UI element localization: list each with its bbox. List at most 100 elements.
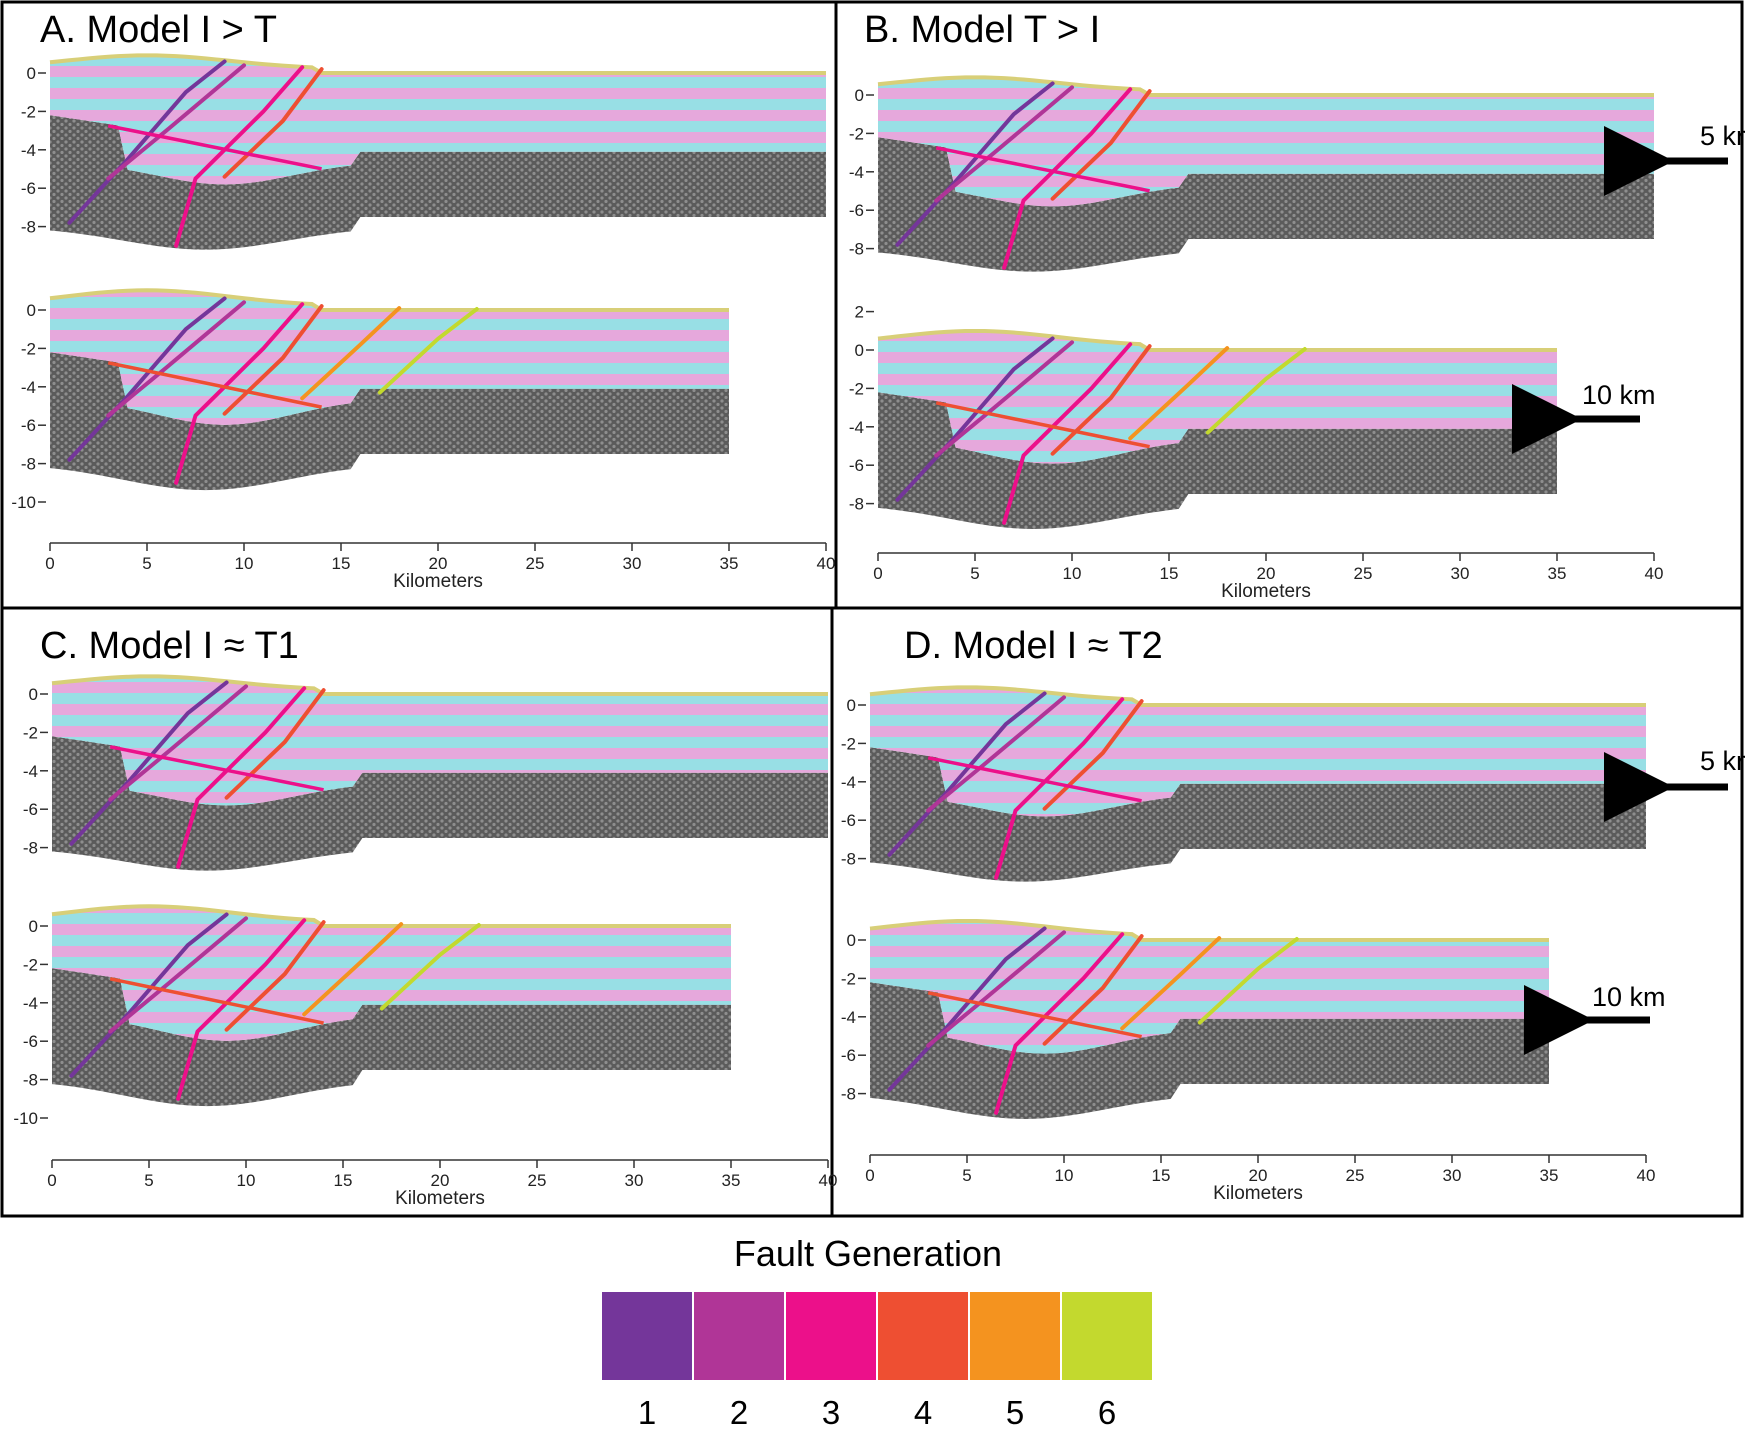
basement-layer bbox=[878, 392, 1557, 529]
x-tick-label: 30 bbox=[1451, 564, 1470, 583]
fault-generation-4 bbox=[222, 67, 324, 179]
y-tick-label: -4 bbox=[849, 418, 864, 437]
x-axis-label: Kilometers bbox=[1221, 581, 1311, 602]
y-tick-label: -4 bbox=[23, 994, 38, 1013]
detachment-fault bbox=[935, 401, 1150, 449]
x-tick-label: 0 bbox=[47, 1171, 56, 1190]
faults bbox=[69, 680, 326, 869]
faults bbox=[67, 296, 479, 485]
x-tick-label: 25 bbox=[528, 1171, 547, 1190]
x-tick-label: 20 bbox=[431, 1171, 450, 1190]
x-tick-label: 25 bbox=[1354, 564, 1373, 583]
fault-generation-2 bbox=[926, 930, 1066, 1048]
y-tick-label: -2 bbox=[21, 339, 36, 358]
x-tick-label: 15 bbox=[1160, 564, 1179, 583]
fault-generation-6 bbox=[1205, 347, 1307, 435]
shortening-arrow-d-bottom: 10 km bbox=[1524, 982, 1666, 1055]
y-tick-label: -10 bbox=[11, 493, 36, 512]
x-tick-label: 5 bbox=[144, 1171, 153, 1190]
fault-generation-2 bbox=[108, 684, 248, 802]
fault-generation-2 bbox=[106, 63, 246, 181]
basement-layer bbox=[870, 982, 1549, 1119]
detachment-fault bbox=[107, 361, 322, 409]
y-axis: 2 0 -2 -4 -6 -8 bbox=[849, 303, 874, 514]
y-tick-label: -2 bbox=[849, 379, 864, 398]
fault-generation-3 bbox=[994, 697, 1125, 880]
fault-generation-5 bbox=[1128, 346, 1230, 441]
fault-generation-4 bbox=[222, 304, 324, 416]
x-tick-label: 35 bbox=[1548, 564, 1567, 583]
topography bbox=[869, 685, 1646, 707]
y-tick-label: -2 bbox=[21, 102, 36, 121]
shortening-arrow-b-bottom: 10 km bbox=[1512, 380, 1656, 454]
y-tick-label: -2 bbox=[849, 124, 864, 143]
fault-generation-5 bbox=[300, 306, 402, 401]
y-tick-label: -2 bbox=[23, 955, 38, 974]
x-axis-label: Kilometers bbox=[395, 1188, 485, 1209]
basement-layer bbox=[50, 115, 826, 250]
fault-generation-4 bbox=[1042, 934, 1144, 1046]
fault-generation-1 bbox=[887, 691, 1047, 857]
x-tick-label: 0 bbox=[865, 1166, 874, 1185]
detachment-fault bbox=[927, 991, 1142, 1039]
fault-generation-4 bbox=[224, 688, 326, 800]
y-tick-label: -2 bbox=[23, 723, 38, 742]
y-tick-label: 0 bbox=[855, 86, 864, 105]
y-tick-label: 0 bbox=[29, 917, 38, 936]
y-tick-label: -4 bbox=[21, 141, 36, 160]
x-tick-label: 25 bbox=[526, 554, 545, 573]
y-axis: 0 -2 -4 -6 -8 bbox=[841, 931, 866, 1104]
fault-generation-2 bbox=[934, 340, 1074, 458]
x-tick-label: 30 bbox=[1443, 1166, 1462, 1185]
y-tick-label: -4 bbox=[841, 1008, 856, 1027]
fault-generation-1 bbox=[887, 926, 1047, 1092]
x-axis: 0 5 10 15 20 25 30 35 40 Kilometers bbox=[45, 542, 835, 592]
cross-sections: 0-2-4-6-80-2-4-6-8-100 5 10 15 20 25 30 35 40Kil… bbox=[11, 53, 1664, 1209]
y-tick-label: -10 bbox=[13, 1109, 38, 1128]
y-tick-label: -6 bbox=[841, 811, 856, 830]
faults bbox=[887, 691, 1144, 880]
faults bbox=[67, 59, 324, 248]
fault-generation-1 bbox=[67, 296, 227, 462]
legend-swatch-4 bbox=[878, 1292, 968, 1380]
fault-generation-3 bbox=[174, 65, 305, 248]
y-tick-label: 0 bbox=[27, 64, 36, 83]
x-tick-label: 0 bbox=[873, 564, 882, 583]
legend-swatch-5 bbox=[970, 1292, 1060, 1380]
fault-generation-2 bbox=[108, 916, 248, 1034]
fault-generation-5 bbox=[302, 922, 404, 1017]
y-tick-label: -4 bbox=[841, 773, 856, 792]
x-tick-label: 40 bbox=[819, 1171, 838, 1190]
x-axis-label: Kilometers bbox=[393, 571, 483, 592]
fault-generation-3 bbox=[994, 932, 1125, 1115]
cross-section-a-top: 0 -2 -4 -6 -8 bbox=[21, 53, 826, 250]
x-axis: 0 5 10 15 20 25 30 35 40 Kilometers bbox=[47, 1159, 838, 1209]
fault-generation-4 bbox=[224, 920, 326, 1032]
fault-generation-3 bbox=[174, 302, 305, 485]
cross-section-a-bottom: 0 -2 -4 -6 -8 -10 0 5 10 15 20 25 30 35 40 Kilometers bbox=[11, 288, 835, 592]
basement-layer bbox=[52, 968, 731, 1107]
topography bbox=[51, 674, 828, 696]
legend-label: 5 bbox=[1006, 1394, 1024, 1431]
shortening-arrow-d-top: 5 km bbox=[1604, 746, 1745, 822]
detachment-fault bbox=[935, 146, 1150, 193]
y-axis: 0 -2 -4 -6 -8 bbox=[23, 685, 48, 858]
topography bbox=[49, 288, 729, 312]
fault-generation-3 bbox=[1002, 87, 1133, 270]
topography bbox=[877, 328, 1557, 352]
legend-swatch-3 bbox=[786, 1292, 876, 1380]
y-tick-label: -6 bbox=[849, 456, 864, 475]
y-tick-label: -8 bbox=[849, 495, 864, 514]
y-axis: 0 -2 -4 -6 -8 bbox=[841, 696, 866, 869]
cross-section-c-bottom: 0 -2 -4 -6 -8 -10 0 5 10 15 20 25 30 35 40 Kilometers bbox=[13, 904, 838, 1209]
fault-generation-2 bbox=[926, 695, 1066, 813]
y-tick-label: -8 bbox=[841, 1085, 856, 1104]
y-axis: 0 -2 -4 -6 -8 bbox=[21, 64, 46, 237]
fault-generation-2 bbox=[106, 300, 246, 418]
y-tick-label: -6 bbox=[21, 179, 36, 198]
shortening-label: 5 km bbox=[1700, 121, 1745, 151]
x-tick-label: 15 bbox=[334, 1171, 353, 1190]
legend-label: 2 bbox=[730, 1394, 748, 1431]
